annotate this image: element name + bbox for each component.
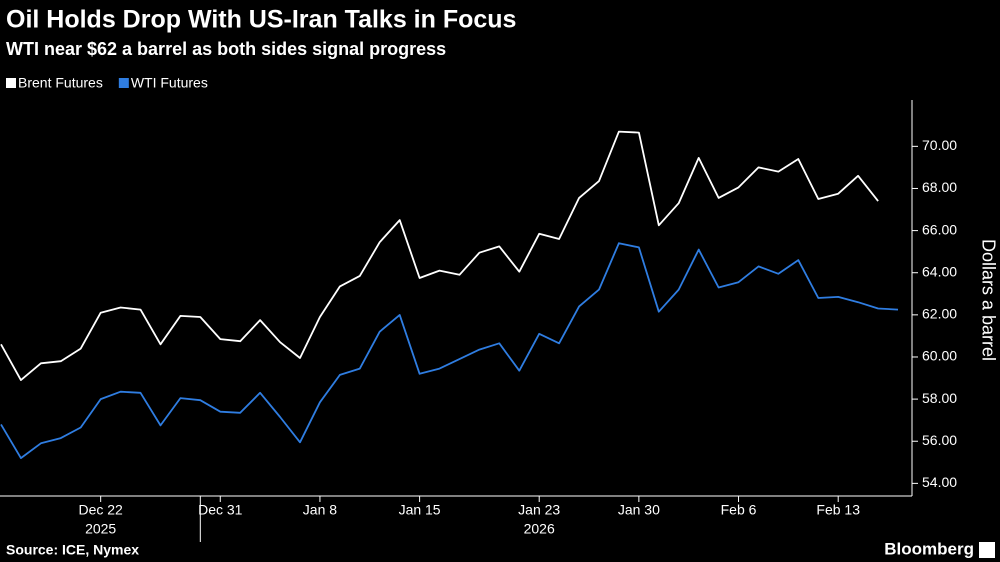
y-tick-label: 66.00 [922,221,957,237]
x-tick-label: Jan 23 [518,502,560,518]
y-tick-label: 62.00 [922,306,957,322]
legend-swatch [6,78,16,88]
series-line [0,242,899,459]
y-tick-label: 64.00 [922,263,957,279]
y-tick-label: 68.00 [922,179,957,195]
legend-label: Brent Futures [18,75,103,91]
x-tick-label: Feb 6 [721,502,757,518]
chart-subtitle: WTI near $62 a barrel as both sides sign… [6,39,446,59]
series-line [0,130,879,381]
x-tick-label: Feb 13 [816,502,860,518]
y-tick-label: 56.00 [922,432,957,448]
y-tick-label: 58.00 [922,390,957,406]
y-tick-label: 60.00 [922,348,957,364]
y-tick-label: 54.00 [922,474,957,490]
y-tick-label: 70.00 [922,137,957,153]
x-tick-label: Jan 30 [618,502,660,518]
legend-label: WTI Futures [131,75,208,91]
chart-title: Oil Holds Drop With US-Iran Talks in Foc… [6,6,516,34]
brand: Bloomberg [884,539,974,558]
x-tick-label: Jan 15 [399,502,441,518]
x-tick-label: Jan 8 [303,502,337,518]
brand-icon [979,542,995,558]
year-label: 2025 [85,521,116,537]
year-label: 2026 [524,521,555,537]
x-tick-label: Dec 22 [78,502,123,518]
legend-swatch [118,78,129,88]
y-axis-label: Dollars a barrel [978,239,998,361]
source: Source: ICE, Nymex [6,542,139,558]
x-tick-label: Dec 31 [198,502,243,518]
